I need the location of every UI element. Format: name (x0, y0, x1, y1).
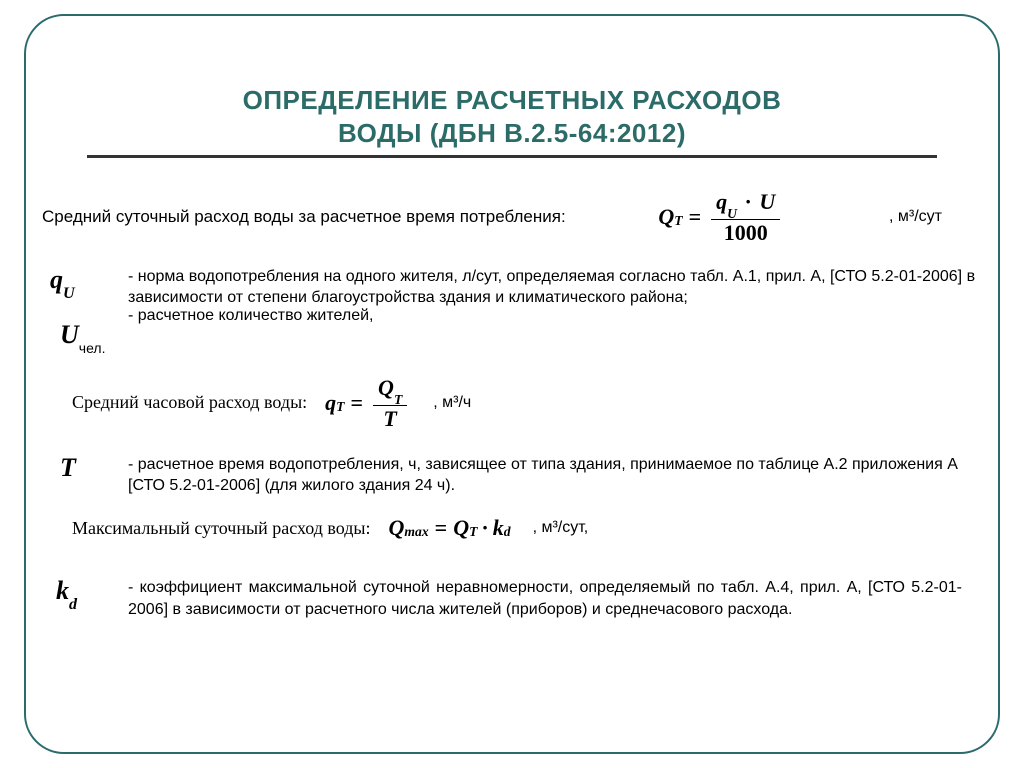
sym-t-var: T (60, 453, 76, 482)
max-daily-row: Максимальный суточный расход воды: Qmax … (42, 515, 982, 541)
f3-rhs-a-sub: T (469, 524, 477, 540)
def-kd-text: - коэффициент максимальной суточной нера… (128, 573, 982, 620)
f3-rhs-b-sub: d (504, 524, 511, 540)
def-t-text: - расчетное время водопотребления, ч, за… (128, 450, 982, 497)
f1-fraction: qU · U 1000 (711, 190, 780, 244)
f1-denominator: 1000 (719, 220, 773, 244)
f2-lhs-var: q (325, 390, 336, 416)
f1-num-b: U (759, 189, 775, 214)
f2-fraction: QT T (373, 376, 407, 430)
intro-row: Средний суточный расход воды за расчетно… (42, 190, 982, 244)
sym-kd: kd (42, 573, 128, 612)
sym-t: T (42, 450, 128, 485)
max-daily-label: Максимальный суточный расход воды: (72, 518, 371, 539)
f3-dot: · (481, 515, 488, 541)
f2-num-var: Q (378, 375, 394, 400)
f1-num-a-sub: U (727, 206, 737, 221)
f2-num: QT (373, 376, 407, 406)
f3-rhs-a: Q (453, 515, 469, 541)
unit-max-daily: , м³/сут, (533, 519, 589, 537)
sym-u-sub: чел. (79, 340, 106, 356)
formula-daily-avg: QT = qU · U 1000 (658, 190, 784, 244)
sym-qu-sub: U (63, 285, 75, 302)
sym-u: Uчел. (42, 317, 128, 354)
formula-max-daily: Qmax = QT · kd (389, 515, 511, 541)
hourly-row: Средний часовой расход воды: qT = QT T ,… (42, 376, 982, 430)
f2-den: T (378, 406, 401, 430)
def-t: T - расчетное время водопотребления, ч, … (42, 450, 982, 497)
unit-daily: , м³/сут (889, 208, 942, 226)
f3-rhs-b: k (493, 515, 504, 541)
hourly-label: Средний часовой расход воды: (72, 392, 307, 413)
sym-qu-var: q (50, 265, 63, 294)
unit-hourly: , м³/ч (433, 394, 471, 412)
sym-kd-sub: d (69, 596, 77, 613)
title-line-1: ОПРЕДЕЛЕНИЕ РАСЧЕТНЫХ РАСХОДОВ (42, 84, 982, 117)
sym-kd-var: k (56, 576, 69, 605)
f3-lhs-var: Q (389, 515, 405, 541)
def-qu: qU - норма водопотребления на одного жит… (42, 262, 982, 309)
formula-hourly: qT = QT T (325, 376, 411, 430)
def-kd: kd - коэффициент максимальной суточной н… (42, 573, 982, 620)
f1-lhs-sub: T (674, 213, 682, 229)
f1-numerator: qU · U (711, 190, 780, 220)
sym-qu: qU (42, 262, 128, 301)
f3-equals: = (435, 515, 448, 541)
def-u-text: - расчетное количество жителей, (128, 305, 982, 327)
slide-content: ОПРЕДЕЛЕНИЕ РАСЧЕТНЫХ РАСХОДОВ ВОДЫ (ДБН… (0, 0, 1024, 768)
f2-num-sub: T (394, 392, 402, 407)
f2-equals: = (351, 390, 364, 416)
f1-equals: = (689, 204, 702, 230)
f1-dot: · (745, 189, 752, 214)
def-qu-text: - норма водопотребления на одного жителя… (128, 262, 982, 309)
slide-title: ОПРЕДЕЛЕНИЕ РАСЧЕТНЫХ РАСХОДОВ ВОДЫ (ДБН… (42, 84, 982, 149)
f3-lhs-sub: max (404, 524, 428, 540)
intro-text: Средний суточный расход воды за расчетно… (42, 207, 566, 227)
f1-lhs-var: Q (658, 204, 674, 230)
title-underline (87, 155, 937, 158)
f1-num-a: q (716, 189, 727, 214)
title-line-2: ВОДЫ (ДБН В.2.5-64:2012) (42, 117, 982, 150)
def-u: Uчел. - расчетное количество жителей, (42, 317, 982, 354)
sym-u-var: U (60, 320, 79, 349)
f2-lhs-sub: T (336, 399, 344, 415)
